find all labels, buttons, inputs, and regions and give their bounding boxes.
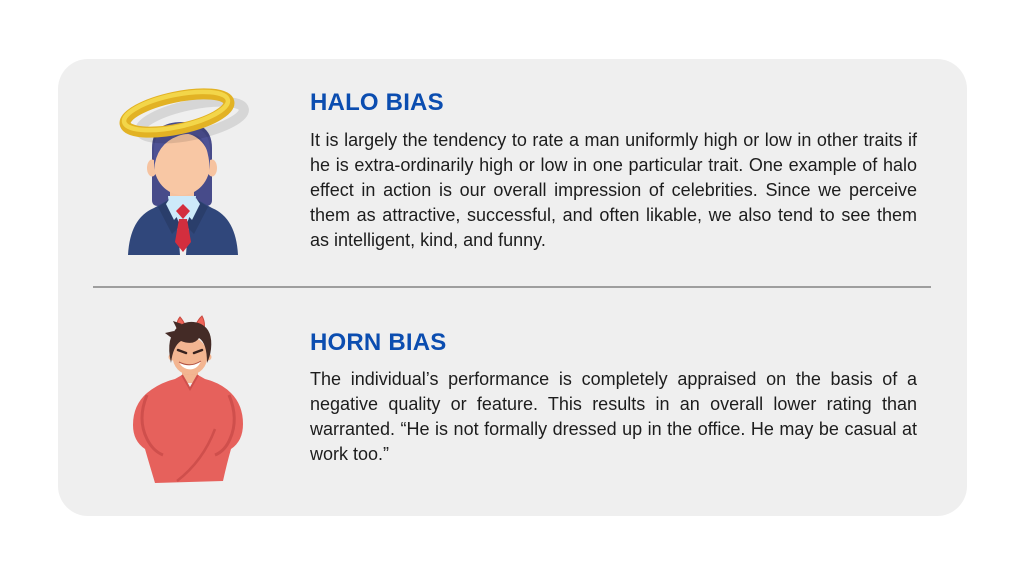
halo-man-icon	[108, 80, 268, 255]
bias-card: HALO BIAS It is largely the tendency to …	[58, 59, 967, 516]
horn-bias-body: The individual’s performance is complete…	[310, 369, 917, 464]
halo-bias-body: It is largely the tendency to rate a man…	[310, 130, 917, 250]
devil-man-icon	[131, 313, 246, 485]
halo-bias-title: HALO BIAS	[310, 89, 444, 116]
horn-bias-title: HORN BIAS	[310, 329, 447, 356]
section-divider	[93, 286, 931, 288]
